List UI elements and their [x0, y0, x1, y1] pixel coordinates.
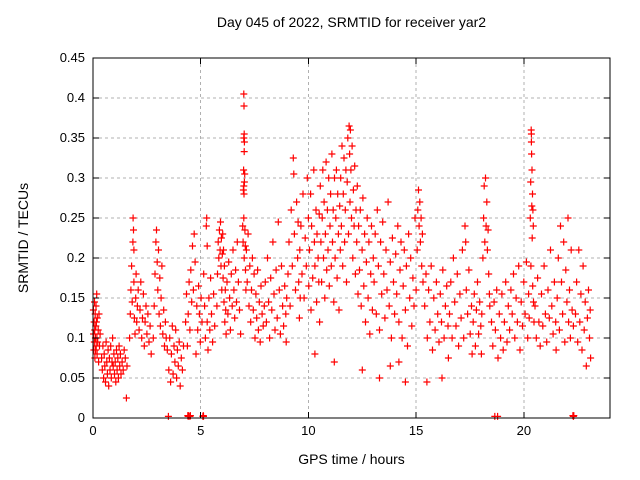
- y-tick-label: 0.1: [66, 330, 85, 345]
- y-tick-label: 0.35: [59, 130, 85, 145]
- x-tick-label: 15: [408, 423, 424, 438]
- x-tick-label: 5: [197, 423, 205, 438]
- y-tick-label: 0.05: [59, 370, 85, 385]
- y-tick-label: 0.25: [59, 210, 85, 225]
- scatter-points-SRMTID: [89, 90, 595, 420]
- y-tick-label: 0: [77, 410, 85, 425]
- chart-title: Day 045 of 2022, SRMTID for receiver yar…: [216, 14, 487, 30]
- x-tick-label: 10: [301, 423, 316, 438]
- y-tick-label: 0.45: [59, 50, 85, 65]
- plot-border: [92, 57, 611, 419]
- y-tick-label: 0.15: [59, 290, 85, 305]
- y-tick-label: 0.4: [66, 90, 85, 105]
- y-axis-label: SRMTID / TECUs: [15, 182, 31, 294]
- x-tick-label: 20: [516, 423, 532, 438]
- y-tick-label: 0.2: [66, 250, 85, 265]
- x-tick-label: 0: [89, 423, 97, 438]
- y-tick-label: 0.3: [66, 170, 85, 185]
- x-axis-label: GPS time / hours: [298, 451, 405, 467]
